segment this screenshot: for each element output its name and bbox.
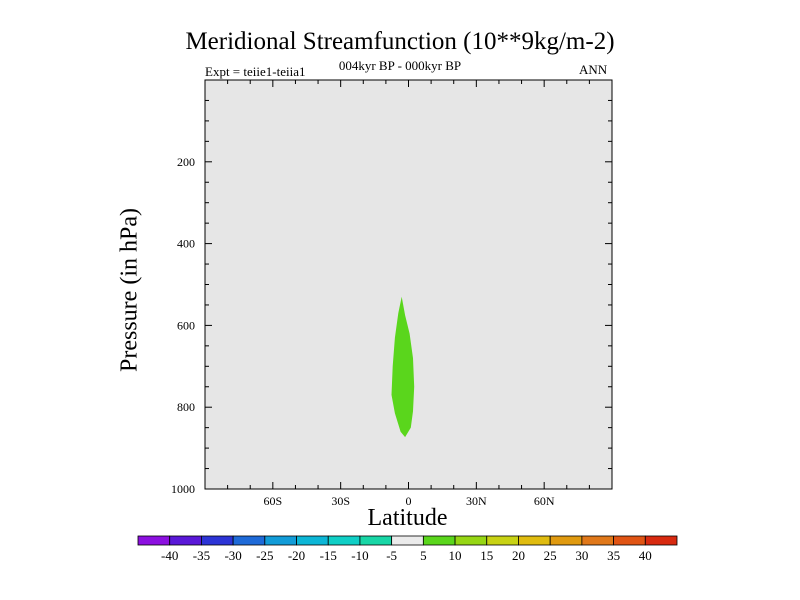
contour-regions bbox=[391, 296, 415, 438]
colorbar-swatch bbox=[581, 535, 614, 546]
colorbar-label: 10 bbox=[449, 548, 462, 563]
colorbar-label: -25 bbox=[256, 548, 273, 563]
x-tick-label: 0 bbox=[406, 494, 412, 508]
chart-title: Meridional Streamfunction (10**9kg/m-2) bbox=[185, 28, 615, 55]
chart-subtitle: 004kyr BP - 000kyr BP bbox=[338, 58, 462, 73]
colorbar-label: -30 bbox=[224, 548, 241, 563]
axis-tick-labels: 200 400 600 800 1000 60S 30S 0 30N 60N bbox=[171, 155, 555, 508]
colorbar-swatch bbox=[296, 535, 329, 546]
colorbar-swatch bbox=[422, 535, 456, 546]
experiment-label: Expt = teiie1-teiia1 bbox=[205, 64, 306, 79]
colorbar-swatch bbox=[137, 535, 171, 546]
colorbar-swatch bbox=[327, 535, 361, 546]
colorbar-swatch bbox=[359, 535, 393, 546]
colorbar-label: 5 bbox=[420, 548, 427, 563]
y-tick-label: 600 bbox=[177, 318, 195, 332]
season-label: ANN bbox=[579, 62, 608, 77]
x-tick-label: 60S bbox=[263, 494, 282, 508]
x-tick-label: 30N bbox=[466, 494, 487, 508]
colorbar-swatch bbox=[201, 535, 234, 546]
colorbar-label: -5 bbox=[386, 548, 397, 563]
colorbar-swatch bbox=[169, 535, 202, 546]
colorbar-label: 35 bbox=[607, 548, 620, 563]
colorbar-swatch bbox=[264, 535, 297, 546]
colorbar-swatch bbox=[644, 535, 678, 546]
colorbar-label: -20 bbox=[288, 548, 305, 563]
colorbar-label: 40 bbox=[639, 548, 652, 563]
x-axis-label: Latitude bbox=[367, 505, 448, 531]
plot-frame bbox=[204, 79, 613, 490]
colorbar-swatch bbox=[613, 535, 646, 546]
colorbar-swatch bbox=[549, 535, 583, 546]
x-tick-label: 60N bbox=[534, 494, 555, 508]
colorbar-label: -35 bbox=[193, 548, 210, 563]
x-tick-label: 30S bbox=[331, 494, 350, 508]
colorbar-label: 20 bbox=[512, 548, 525, 563]
colorbar-swatch bbox=[454, 535, 488, 546]
colorbar-label: -40 bbox=[161, 548, 178, 563]
colorbar-swatch bbox=[232, 535, 266, 546]
y-tick-label: 400 bbox=[177, 237, 195, 251]
colorbar-swatch bbox=[486, 535, 519, 546]
colorbar-label: 30 bbox=[575, 548, 588, 563]
colorbar-swatch bbox=[391, 535, 424, 546]
y-tick-label: 1000 bbox=[171, 482, 195, 496]
colorbar-label: 15 bbox=[480, 548, 493, 563]
contour-region-1 bbox=[391, 296, 415, 438]
colorbar-label: 25 bbox=[544, 548, 557, 563]
colorbar-label: -10 bbox=[351, 548, 368, 563]
y-tick-label: 200 bbox=[177, 155, 195, 169]
y-tick-label: 800 bbox=[177, 400, 195, 414]
colorbar: -40 -35 -30 -25 -20 -15 -10 -5 5 10 15 20 25 30 35 40 bbox=[137, 535, 678, 563]
colorbar-swatch bbox=[518, 535, 551, 546]
colorbar-label: -15 bbox=[320, 548, 337, 563]
